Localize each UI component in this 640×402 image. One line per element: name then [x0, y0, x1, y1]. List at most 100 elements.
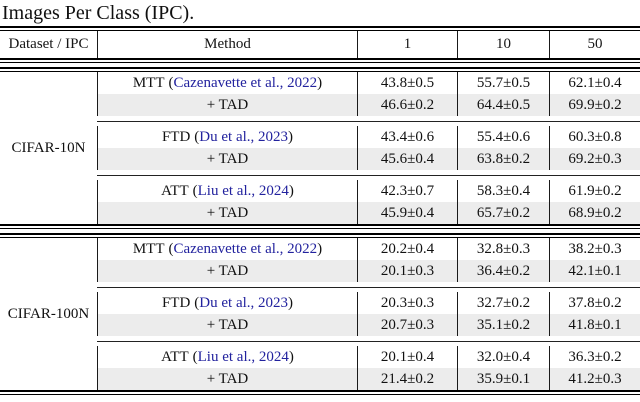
value-cell: 20.1±0.4: [357, 346, 457, 368]
citation-text: Liu et al., 2024: [197, 182, 289, 199]
value-cell: 41.2±0.3: [549, 368, 640, 390]
citation[interactable]: (Liu et al., 2024): [193, 349, 294, 365]
dataset-label-cifar10n: CIFAR-10N: [11, 139, 86, 156]
close-paren: ): [288, 182, 294, 199]
citation-text: Liu et al., 2024: [197, 348, 289, 365]
close-paren: ): [288, 294, 294, 311]
citation[interactable]: (Liu et al., 2024): [193, 183, 294, 199]
table-row: FTD (Du et al., 2023) 43.4±0.6 55.4±0.6 6…: [0, 126, 640, 148]
double-rule: [0, 233, 640, 238]
rule-header-bottom: [0, 58, 640, 63]
group-separator: [0, 282, 640, 292]
double-rule: [0, 26, 640, 31]
double-rule: [0, 224, 640, 229]
separator-line: [97, 340, 640, 342]
value-cell: 20.7±0.3: [357, 314, 457, 336]
double-rule: [0, 390, 640, 395]
value-cell: 43.8±0.5: [357, 72, 457, 94]
close-paren: ): [288, 348, 294, 365]
method-name: MTT: [132, 240, 165, 257]
value-cell: 69.2±0.3: [549, 148, 640, 170]
rule-section1-bottom: [0, 224, 640, 229]
table-row: ATT (Liu et al., 2024) 42.3±0.7 58.3±0.4 …: [0, 180, 640, 202]
value-cell: 65.7±0.2: [457, 202, 549, 224]
citation-text: Du et al., 2023: [199, 294, 289, 311]
value-cell: 20.3±0.3: [357, 292, 457, 314]
table-row-tad: + TAD 20.7±0.3 35.1±0.2 41.8±0.1: [0, 314, 640, 336]
value-cell: 32.8±0.3: [457, 238, 549, 260]
method-cell: ATT (Liu et al., 2024): [97, 180, 357, 202]
tad-cell: + TAD: [97, 94, 357, 116]
header-ipc-50: 50: [549, 31, 640, 58]
rule-top: [0, 26, 640, 31]
value-cell: 55.7±0.5: [457, 72, 549, 94]
value-cell: 32.7±0.2: [457, 292, 549, 314]
method-cell: MTT (Cazenavette et al., 2022): [97, 238, 357, 260]
table-row-tad: + TAD 20.1±0.3 36.4±0.2 42.1±0.1: [0, 260, 640, 282]
table-row-tad: + TAD 21.4±0.2 35.9±0.1 41.2±0.3: [0, 368, 640, 390]
table-row: ATT (Liu et al., 2024) 20.1±0.4 32.0±0.4 …: [0, 346, 640, 368]
value-cell: 36.3±0.2: [549, 346, 640, 368]
value-cell: 61.9±0.2: [549, 180, 640, 202]
method-name: ATT: [161, 182, 189, 199]
open-paren: (: [194, 294, 200, 311]
value-cell: 68.9±0.2: [549, 202, 640, 224]
value-cell: 21.4±0.2: [357, 368, 457, 390]
value-cell: 35.1±0.2: [457, 314, 549, 336]
table-row: CIFAR-100N MTT (Cazenavette et al., 2022)…: [0, 238, 640, 322]
value-cell: 42.3±0.7: [357, 180, 457, 202]
citation-text: Cazenavette et al., 2022: [173, 74, 318, 91]
close-paren: ): [317, 74, 323, 91]
open-paren: (: [168, 74, 174, 91]
close-paren: ): [317, 240, 323, 257]
header-dataset: Dataset / IPC: [8, 36, 89, 52]
method-cell: FTD (Du et al., 2023): [97, 292, 357, 314]
value-cell: 35.9±0.1: [457, 368, 549, 390]
table-row: FTD (Du et al., 2023) 20.3±0.3 32.7±0.2 3…: [0, 292, 640, 314]
method-name: MTT: [132, 74, 165, 91]
separator-cell: [97, 336, 640, 346]
value-cell: 58.3±0.4: [457, 180, 549, 202]
citation[interactable]: (Du et al., 2023): [194, 129, 293, 145]
separator-line: [97, 286, 640, 288]
open-paren: (: [192, 348, 198, 365]
method-name: ATT: [161, 348, 189, 365]
open-paren: (: [168, 240, 174, 257]
citation-text: Cazenavette et al., 2022: [173, 240, 318, 257]
results-table: Dataset / IPC Method 1 10 50 CIFAR-10N M…: [0, 26, 640, 395]
separator-cell: [97, 170, 640, 180]
rule-bottom: [0, 390, 640, 395]
table-row-tad: + TAD 46.6±0.2 64.4±0.5 69.9±0.2: [0, 94, 640, 116]
citation[interactable]: (Du et al., 2023): [194, 295, 293, 311]
method-cell: MTT (Cazenavette et al., 2022): [97, 72, 357, 94]
rule-section1-top: [0, 67, 640, 72]
table-row: CIFAR-10N MTT (Cazenavette et al., 2022) …: [0, 72, 640, 156]
value-cell: 43.4±0.6: [357, 126, 457, 148]
method-name: FTD: [161, 294, 191, 311]
value-cell: 41.8±0.1: [549, 314, 640, 336]
tad-cell: + TAD: [97, 202, 357, 224]
value-cell: 45.9±0.4: [357, 202, 457, 224]
citation[interactable]: (Cazenavette et al., 2022): [168, 75, 322, 91]
group-separator: [0, 336, 640, 346]
open-paren: (: [194, 128, 200, 145]
value-cell: 46.6±0.2: [357, 94, 457, 116]
citation[interactable]: (Cazenavette et al., 2022): [168, 241, 322, 257]
value-cell: 36.4±0.2: [457, 260, 549, 282]
value-cell: 45.6±0.4: [357, 148, 457, 170]
value-cell: 42.1±0.1: [549, 260, 640, 282]
tad-cell: + TAD: [97, 314, 357, 336]
value-cell: 32.0±0.4: [457, 346, 549, 368]
value-cell: 62.1±0.4: [549, 72, 640, 94]
open-paren: (: [192, 182, 198, 199]
method-cell: ATT (Liu et al., 2024): [97, 346, 357, 368]
value-cell: 63.8±0.2: [457, 148, 549, 170]
separator-line: [97, 174, 640, 176]
method-name: FTD: [161, 128, 191, 145]
table-caption: Images Per Class (IPC).: [2, 2, 195, 24]
tad-cell: + TAD: [97, 260, 357, 282]
separator-cell: [97, 282, 640, 292]
close-paren: ): [288, 128, 294, 145]
header-method: Method: [97, 31, 357, 58]
